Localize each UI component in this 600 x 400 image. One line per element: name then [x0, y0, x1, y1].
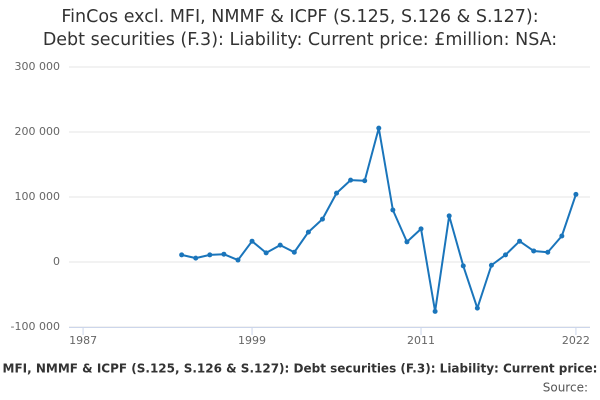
y-tick-label: 200 000	[15, 125, 61, 138]
point	[503, 252, 509, 258]
point	[179, 252, 185, 258]
point	[362, 178, 368, 184]
point	[319, 216, 325, 222]
point	[193, 255, 199, 261]
point	[207, 252, 213, 258]
point	[545, 249, 551, 255]
point	[460, 263, 466, 269]
point	[432, 308, 438, 314]
point	[390, 207, 396, 213]
point	[277, 242, 283, 248]
point	[488, 262, 494, 268]
point	[531, 248, 537, 254]
y-tick-label: 300 000	[15, 60, 61, 73]
point	[221, 251, 227, 257]
y-tick-label: 100 000	[15, 190, 61, 203]
point	[404, 239, 410, 245]
point	[291, 249, 297, 255]
x-tick-label: 1987	[69, 334, 97, 347]
x-axis-label: MFI, NMMF & ICPF (S.125, S.126 & S.127):…	[3, 362, 598, 376]
y-tick-label: 0	[53, 255, 60, 268]
point	[446, 213, 452, 219]
chart-title: FinCos excl. MFI, NMMF & ICPF (S.125, S.…	[61, 7, 538, 27]
point	[334, 190, 340, 196]
point	[263, 250, 269, 256]
line	[181, 127, 577, 313]
y-tick-label: -100 000	[11, 320, 60, 333]
point	[573, 191, 579, 197]
point	[249, 238, 255, 244]
point	[305, 229, 311, 235]
point	[474, 305, 480, 311]
point	[376, 125, 382, 131]
point	[348, 177, 354, 183]
point	[418, 226, 424, 232]
point	[559, 233, 565, 239]
x-tick-label: 1999	[238, 334, 266, 347]
point	[517, 238, 523, 244]
chart-title: Debt securities (F.3): Liability: Curren…	[43, 30, 557, 50]
point	[235, 257, 241, 263]
source: Source:	[543, 381, 588, 395]
x-tick-label: 2022	[562, 334, 590, 347]
x-tick-label: 2011	[407, 334, 435, 347]
